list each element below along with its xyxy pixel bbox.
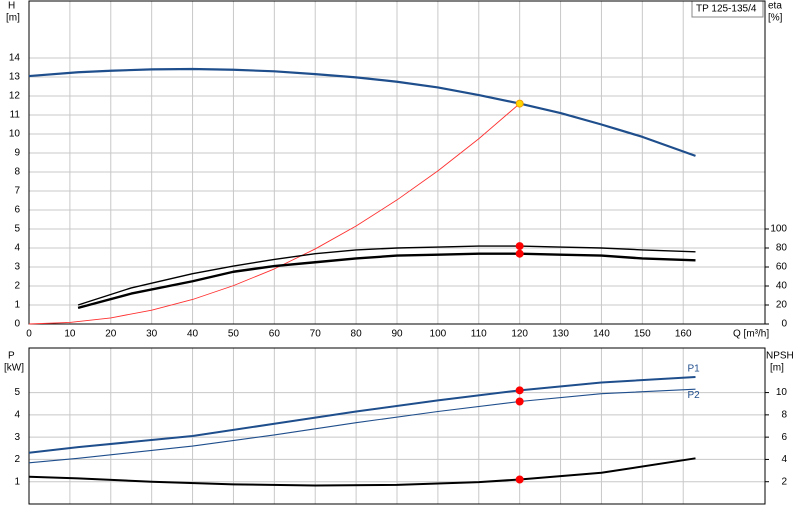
chart-panel: 0 10 20 30 40 50 60 70 80 90 100 110 120 130 140 150 160… xyxy=(9,0,788,340)
x-tick-label: 30 xyxy=(146,329,158,340)
y2-tick-label: 20 xyxy=(776,300,788,311)
x-tick-label: 50 xyxy=(228,329,240,340)
y-tick-label: 1 xyxy=(14,300,20,311)
x-tick-label: 100 xyxy=(430,329,447,340)
x-tick-label: 0 xyxy=(26,329,32,340)
curve xyxy=(28,388,696,464)
y-tick-label: 4 xyxy=(14,243,20,254)
y2-tick-label: 6 xyxy=(781,432,787,443)
curve xyxy=(28,457,696,487)
y-tick-label: 9 xyxy=(14,148,20,159)
x-tick-label: 110 xyxy=(471,329,487,340)
y-tick-label: 10 xyxy=(9,129,21,140)
x-axis-label: Q [m³/h] xyxy=(733,329,769,340)
curve xyxy=(77,252,696,310)
y2-tick-label: 4 xyxy=(781,454,787,465)
x-tick-label: 160 xyxy=(675,329,692,340)
data-point xyxy=(515,99,524,108)
y2-tick-label: 2 xyxy=(781,476,787,487)
x-tick-label: 90 xyxy=(391,329,403,340)
y-tick-label: 7 xyxy=(14,186,20,197)
y2-axis-unit: [m] xyxy=(770,363,784,374)
y-axis-unit: [kW] xyxy=(4,363,24,374)
y2-tick-label: 0 xyxy=(781,319,787,330)
y-tick-label: 2 xyxy=(14,454,20,465)
plot-frame xyxy=(28,0,766,325)
x-tick-label: 120 xyxy=(511,329,528,340)
curve xyxy=(28,103,520,325)
y2-tick-label: 60 xyxy=(776,262,788,273)
curve xyxy=(77,245,696,306)
x-tick-label: 10 xyxy=(64,329,76,340)
x-tick-label: 80 xyxy=(351,329,363,340)
y-tick-label: 14 xyxy=(9,53,21,64)
y-tick-label: 0 xyxy=(14,319,20,330)
y-tick-label: 4 xyxy=(14,409,20,420)
curve xyxy=(28,375,696,454)
x-tick-label: 20 xyxy=(105,329,117,340)
y2-axis-label: NPSH xyxy=(766,351,794,362)
y2-tick-label: 100 xyxy=(770,224,787,235)
y-tick-label: 6 xyxy=(14,205,20,216)
x-tick-label: 60 xyxy=(269,329,281,340)
y-tick-label: 12 xyxy=(9,91,21,102)
y2-tick-label: 8 xyxy=(781,409,787,420)
data-point xyxy=(515,249,524,258)
y-tick-label: 3 xyxy=(14,262,20,273)
x-tick-label: 150 xyxy=(634,329,651,340)
chart-title: TP 125-135/4 xyxy=(696,4,757,15)
data-point xyxy=(515,397,524,406)
y2-axis-unit: [%] xyxy=(768,13,783,24)
y-tick-label: 11 xyxy=(10,110,21,121)
x-tick-label: 70 xyxy=(310,329,322,340)
y2-tick-label: 80 xyxy=(776,243,788,254)
y-tick-label: 1 xyxy=(14,476,20,487)
y-axis-unit: [m] xyxy=(6,13,20,24)
y-tick-label: 8 xyxy=(14,167,20,178)
y2-tick-label: 40 xyxy=(776,281,788,292)
data-point xyxy=(515,475,524,484)
y-axis-label: P xyxy=(8,351,15,362)
y-tick-label: 5 xyxy=(14,387,20,398)
data-point xyxy=(515,242,524,251)
y2-axis-label: eta xyxy=(768,1,782,12)
y2-tick-label: 10 xyxy=(776,387,788,398)
series-label: P1 xyxy=(687,364,700,375)
curve xyxy=(28,67,696,157)
data-point xyxy=(515,386,524,395)
y-tick-label: 13 xyxy=(9,72,21,83)
y-axis-label: H xyxy=(8,1,15,12)
x-tick-label: 40 xyxy=(187,329,199,340)
chart-panel: 1 2 3 4 5 2 4 6 8 10 P1 P2 xyxy=(14,347,788,505)
series-label: P2 xyxy=(687,390,700,401)
y-tick-label: 5 xyxy=(14,224,20,235)
y-tick-label: 2 xyxy=(14,281,20,292)
y-tick-label: 3 xyxy=(14,432,20,443)
plot-frame xyxy=(28,347,766,505)
x-tick-label: 130 xyxy=(552,329,569,340)
x-tick-label: 140 xyxy=(593,329,610,340)
